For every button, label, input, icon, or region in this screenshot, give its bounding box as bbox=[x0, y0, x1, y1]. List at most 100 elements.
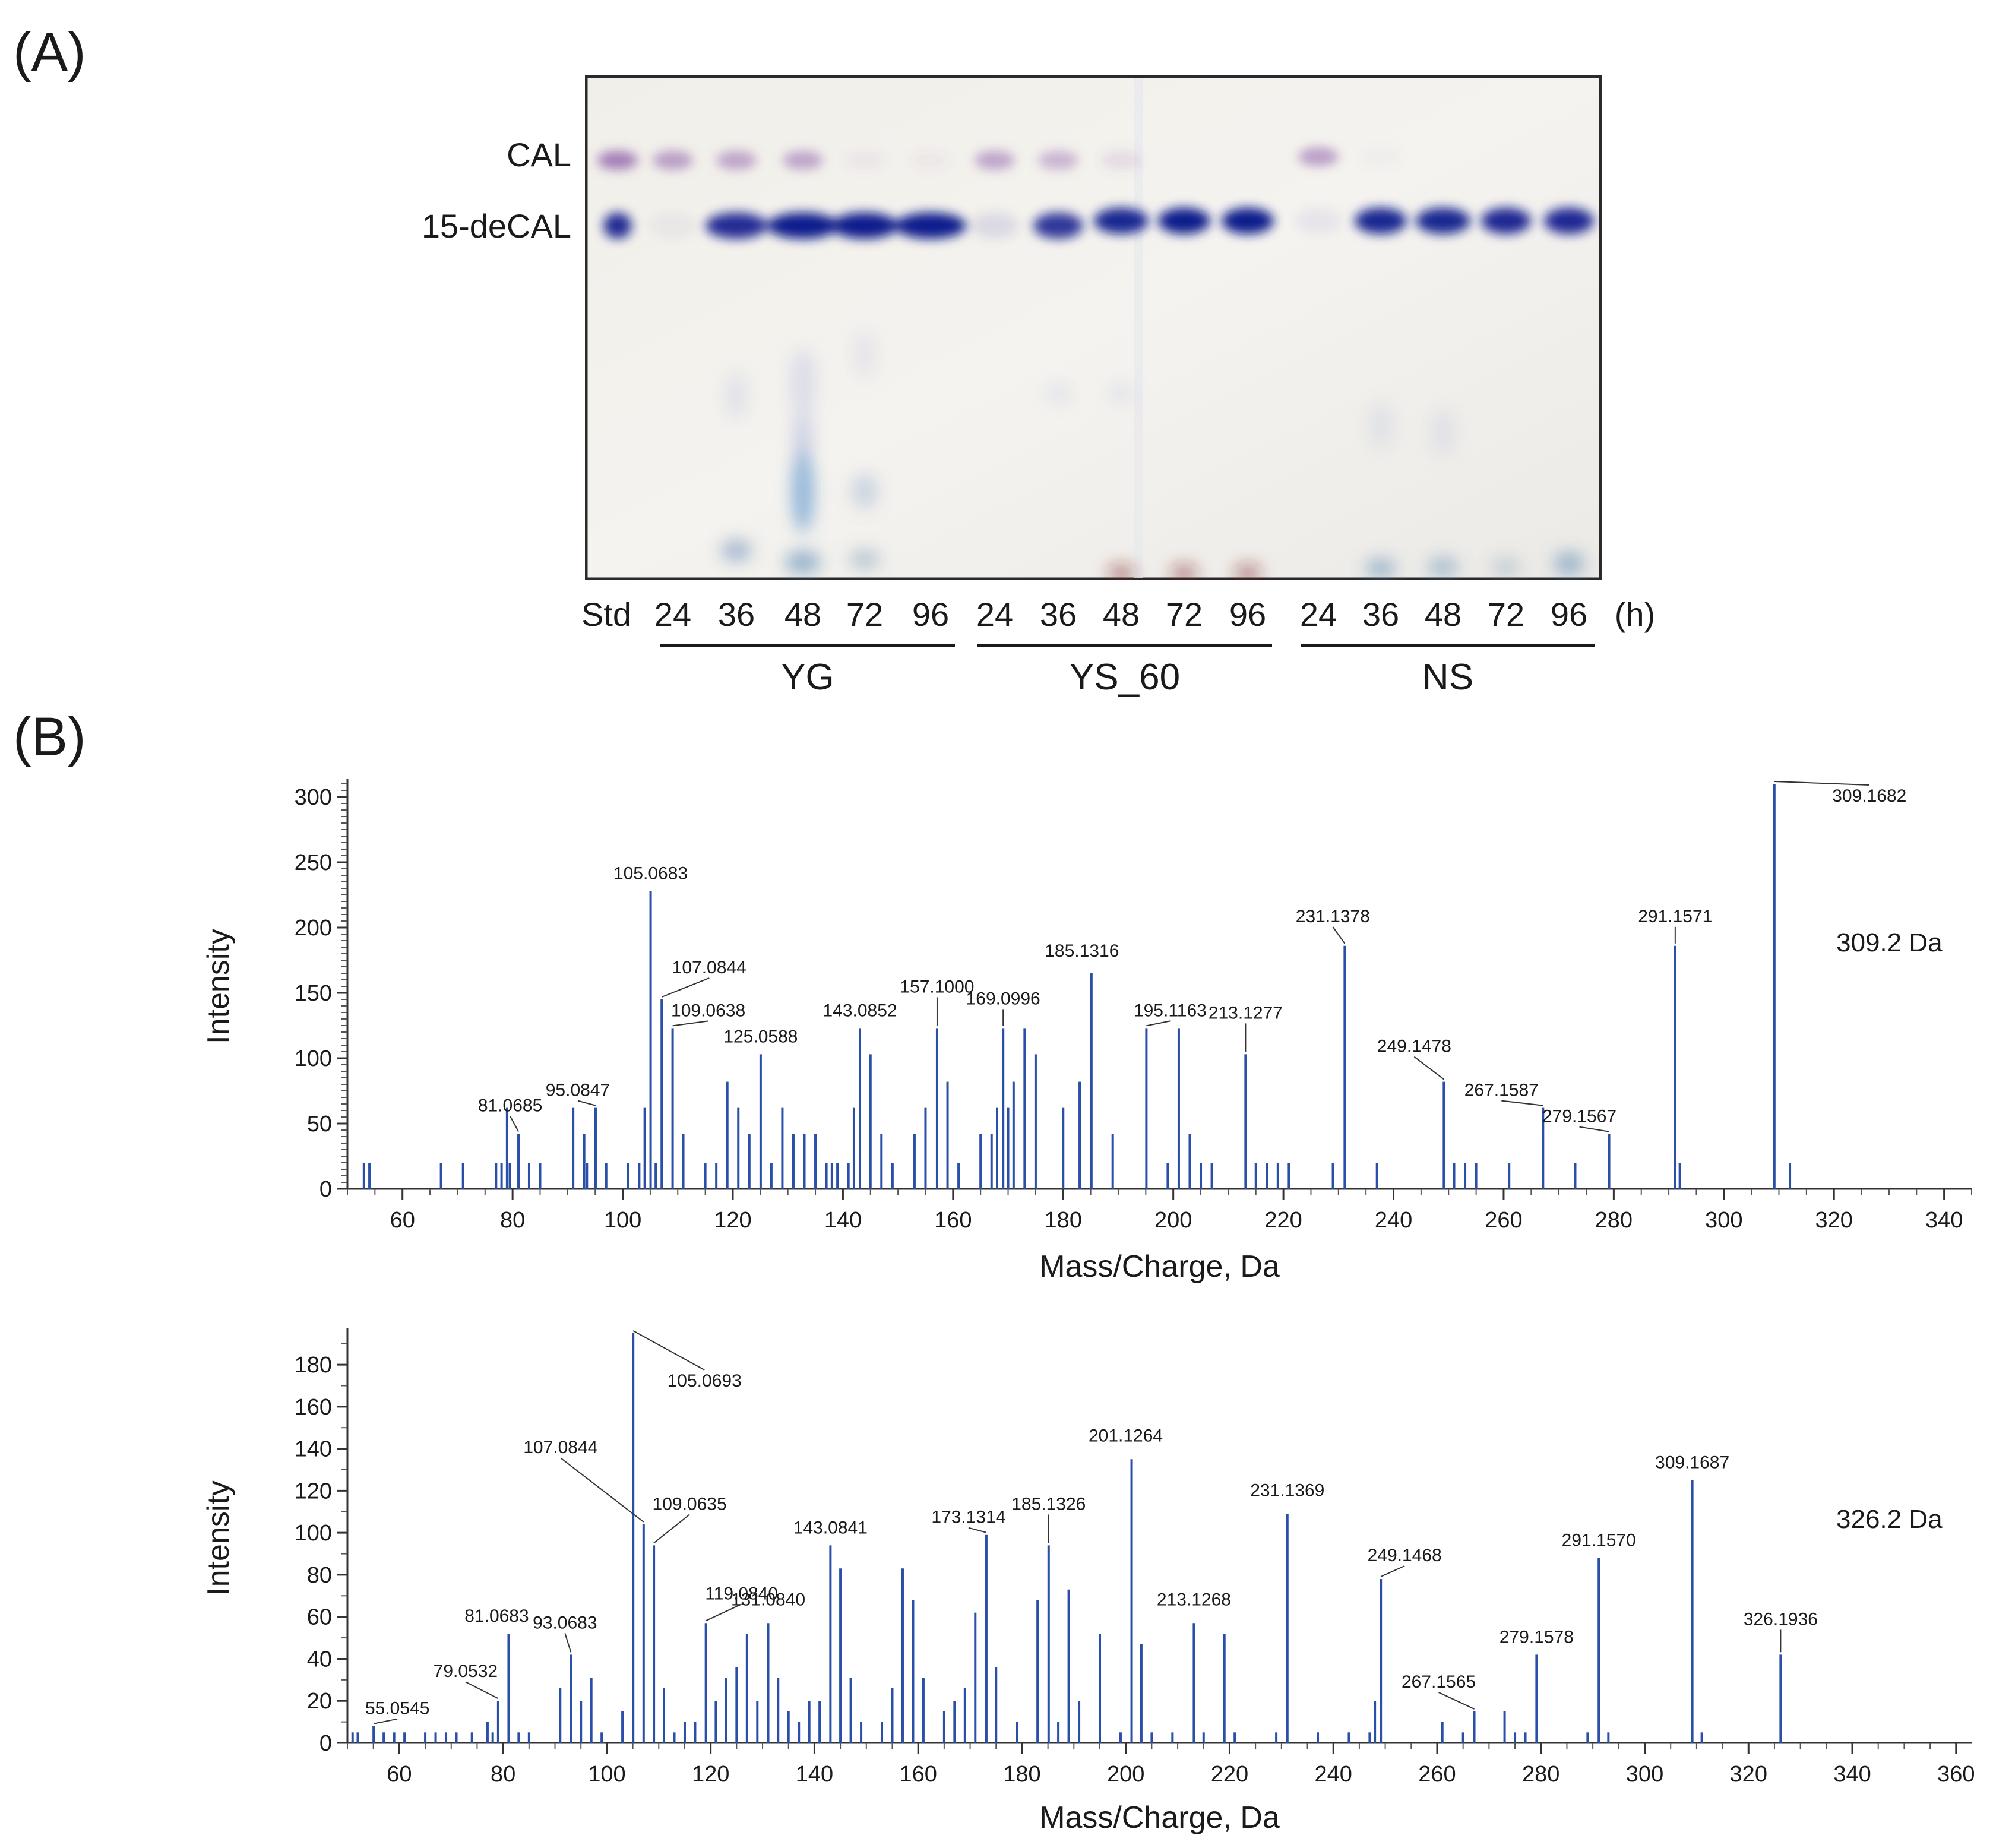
cal-spot bbox=[653, 151, 693, 170]
y-tick-label: 0 bbox=[319, 1177, 332, 1202]
peak-label: 231.1369 bbox=[1250, 1480, 1324, 1500]
decal-spot bbox=[1222, 208, 1274, 234]
peak-label: 195.1163 bbox=[1134, 1001, 1207, 1020]
peak-label: 81.0685 bbox=[478, 1096, 542, 1116]
y-tick-label: 60 bbox=[307, 1605, 332, 1630]
y-tick-label: 160 bbox=[295, 1395, 332, 1420]
peak-leader-line bbox=[1146, 1020, 1171, 1027]
lane-label: 36 bbox=[1362, 596, 1400, 633]
minor-spot bbox=[1365, 559, 1396, 578]
x-tick-label: 220 bbox=[1211, 1762, 1248, 1787]
peak-label: 326.1936 bbox=[1744, 1609, 1818, 1629]
peak-label: 79.0532 bbox=[434, 1662, 498, 1681]
x-tick-label: 180 bbox=[1003, 1762, 1040, 1787]
peak-label: 309.1687 bbox=[1655, 1453, 1729, 1473]
y-tick-label: 100 bbox=[295, 1521, 332, 1546]
x-tick-label: 60 bbox=[387, 1762, 412, 1787]
peak-label: 279.1578 bbox=[1500, 1627, 1574, 1647]
peak-label: 213.1277 bbox=[1209, 1003, 1283, 1023]
group-line-ys60 bbox=[977, 644, 1272, 647]
minor-spot bbox=[721, 540, 752, 561]
peak-label: 309.1682 bbox=[1832, 786, 1906, 806]
x-tick-label: 240 bbox=[1375, 1208, 1412, 1233]
cal-spot bbox=[597, 151, 638, 170]
peak-leader-line bbox=[1438, 1692, 1475, 1710]
cal-spot bbox=[1038, 151, 1078, 170]
decal-spot bbox=[1295, 208, 1342, 234]
lane-label: 72 bbox=[1165, 596, 1203, 633]
peak-label: 107.0844 bbox=[523, 1438, 597, 1457]
cal-spot bbox=[783, 151, 823, 170]
x-tick-label: 260 bbox=[1418, 1762, 1456, 1787]
peak-label: 125.0588 bbox=[723, 1027, 798, 1046]
peak-leader-line bbox=[1579, 1126, 1609, 1132]
lane-label: 36 bbox=[1039, 596, 1077, 633]
peak-label: 267.1587 bbox=[1464, 1081, 1539, 1100]
decal-spot bbox=[603, 213, 632, 239]
spectrum-precursor-label: 326.2 Da bbox=[1836, 1505, 1943, 1534]
lane-label: 72 bbox=[846, 596, 884, 633]
lane-label: 36 bbox=[717, 596, 755, 633]
y-tick-label: 300 bbox=[295, 785, 332, 810]
peak-label: 249.1478 bbox=[1377, 1037, 1451, 1056]
decal-spot bbox=[1416, 208, 1470, 234]
cal-spot bbox=[1361, 147, 1401, 166]
peak-label: 81.0683 bbox=[464, 1606, 529, 1626]
x-tick-label: 100 bbox=[604, 1208, 641, 1233]
decal-spot bbox=[831, 213, 898, 239]
lane-label-std: Std bbox=[581, 596, 632, 633]
y-tick-label: 100 bbox=[295, 1046, 332, 1071]
peak-label: 201.1264 bbox=[1089, 1426, 1163, 1445]
y-tick-label: 0 bbox=[319, 1731, 332, 1756]
x-tick-label: 100 bbox=[588, 1762, 625, 1787]
peak-label: 185.1316 bbox=[1045, 941, 1119, 961]
peak-label: 105.0683 bbox=[613, 863, 688, 883]
spectrum-precursor-label: 309.2 Da bbox=[1836, 928, 1943, 957]
peak-label: 95.0847 bbox=[546, 1081, 610, 1100]
group-label-yg: YG bbox=[781, 657, 834, 698]
x-tick-label: 340 bbox=[1833, 1762, 1871, 1787]
peak-leader-line bbox=[1501, 1100, 1543, 1106]
group-line-ns bbox=[1301, 644, 1595, 647]
peak-label: 109.0635 bbox=[653, 1494, 727, 1514]
minor-spot bbox=[1428, 558, 1459, 577]
peak-label: 267.1565 bbox=[1402, 1672, 1476, 1692]
cal-spot bbox=[844, 151, 885, 170]
peak-label: 157.1000 bbox=[900, 977, 974, 996]
peak-label: 231.1378 bbox=[1296, 907, 1370, 926]
peak-leader-line bbox=[661, 977, 710, 998]
band-label-cal: CAL bbox=[507, 136, 571, 173]
y-tick-label: 140 bbox=[295, 1437, 332, 1462]
peak-leader-line bbox=[465, 1681, 499, 1700]
peak-label: 143.0841 bbox=[793, 1518, 868, 1537]
panel-a-label: (A) bbox=[13, 22, 86, 83]
x-tick-label: 300 bbox=[1705, 1208, 1742, 1233]
x-tick-label: 60 bbox=[390, 1208, 415, 1233]
cal-spot bbox=[716, 151, 757, 170]
minor-spot bbox=[849, 550, 880, 569]
minor-spot bbox=[1171, 565, 1197, 580]
group-label-ns: NS bbox=[1422, 657, 1474, 698]
x-tick-label: 300 bbox=[1626, 1762, 1663, 1787]
minor-spot bbox=[792, 450, 814, 533]
cal-spot bbox=[1298, 147, 1339, 166]
cal-spot bbox=[1101, 151, 1141, 170]
x-tick-label: 160 bbox=[899, 1762, 937, 1787]
x-tick-label: 240 bbox=[1315, 1762, 1352, 1787]
lane-label: 24 bbox=[976, 596, 1014, 633]
peak-leader-line bbox=[706, 1603, 742, 1622]
peak-leader-line bbox=[560, 1457, 644, 1523]
x-tick-label: 140 bbox=[796, 1762, 833, 1787]
peak-leader-line bbox=[373, 1718, 398, 1724]
minor-spot bbox=[1554, 552, 1584, 575]
minor-spot bbox=[793, 414, 812, 461]
peak-leader-line bbox=[653, 1514, 690, 1544]
minor-spot bbox=[1109, 385, 1133, 401]
y-tick-label: 120 bbox=[295, 1479, 332, 1504]
peak-leader-line bbox=[1774, 781, 1869, 786]
peak-leader-line bbox=[672, 1020, 708, 1027]
lane-label: 48 bbox=[784, 596, 822, 633]
lane-label: 48 bbox=[1102, 596, 1140, 633]
minor-spot bbox=[1046, 385, 1070, 401]
group-line-yg bbox=[660, 644, 955, 647]
